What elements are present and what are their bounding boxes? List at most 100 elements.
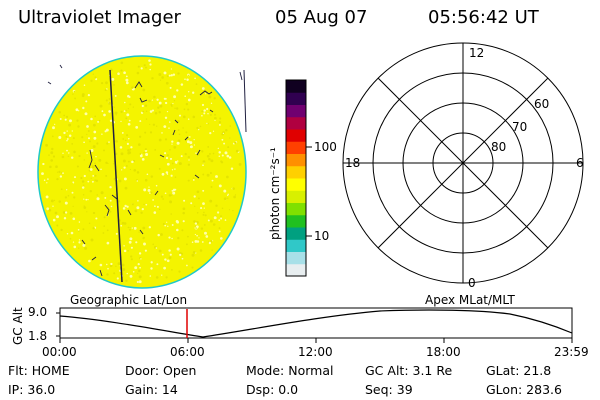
speckle-dot [134, 209, 138, 213]
speckle-dot [156, 125, 158, 127]
speckle-dot [168, 256, 172, 260]
coastline-segment [134, 81, 143, 89]
speckle-dot [198, 237, 200, 239]
speckle-dot [158, 101, 162, 105]
speckle-dot [149, 131, 153, 134]
speckle-dot [178, 133, 181, 136]
speckle-dot [238, 162, 242, 166]
coastline-segment [91, 256, 97, 261]
speckle-dot [195, 83, 198, 86]
speckle-dot [132, 270, 135, 273]
coastline-segment [139, 229, 144, 235]
speckle-dot [158, 249, 162, 253]
speckle-dot [202, 160, 206, 163]
speckle-dot [100, 168, 102, 171]
speckle-dot [123, 177, 127, 181]
speckle-dot [185, 102, 189, 106]
speckle-dot [41, 172, 44, 176]
speckle-dot [69, 212, 73, 215]
speckle-dot [108, 141, 110, 143]
colorbar-segment [286, 80, 306, 93]
speckle-dot [72, 181, 74, 183]
speckle-dot [127, 151, 130, 155]
speckle-dot [127, 226, 130, 229]
speckle-dot [161, 172, 165, 176]
colorbar-segment [286, 178, 306, 191]
speckle-dot [47, 178, 49, 180]
speckle-dot [69, 237, 72, 240]
speckle-dot [220, 160, 223, 163]
time-label-1200: 12:00 [298, 345, 333, 359]
speckle-dot [120, 152, 124, 156]
speckle-dot [208, 241, 212, 245]
speckle-dot [62, 172, 64, 174]
colorbar-segment [286, 227, 306, 240]
speckle-dot [218, 230, 221, 233]
speckle-dot [176, 228, 179, 232]
time-label-0600: 06:00 [170, 345, 205, 359]
speckle-dot [56, 171, 59, 173]
speckle-dot [205, 235, 209, 238]
speckle-dot [148, 186, 150, 188]
speckle-dot [224, 219, 227, 221]
speckle-dot [64, 201, 68, 205]
speckle-dot [72, 217, 76, 221]
speckle-dot [138, 252, 142, 255]
speckle-dot [66, 149, 68, 152]
speckle-dot [113, 272, 116, 275]
colorbar-segment [286, 165, 306, 179]
speckle-dot [187, 163, 191, 166]
speckle-dot [95, 179, 99, 183]
speckle-dot [106, 142, 109, 145]
speckle-dot [165, 276, 168, 279]
speckle-dot [202, 164, 204, 167]
speckle-dot [94, 76, 97, 79]
speckle-dot [64, 211, 68, 214]
coastline-segment [239, 71, 243, 81]
speckle-dot [205, 93, 207, 95]
speckle-dot [143, 64, 146, 67]
colorbar-segment [286, 116, 306, 130]
speckle-dot [123, 71, 126, 75]
speckle-dot [182, 207, 186, 211]
speckle-dot [186, 78, 189, 81]
speckle-dot [78, 221, 81, 223]
speckle-dot [168, 74, 171, 77]
speckle-dot [160, 233, 163, 236]
alt-label-1-8: 1.8 [28, 329, 48, 343]
speckle-dot [127, 149, 130, 152]
speckle-dot [140, 67, 143, 70]
speckle-dot [168, 236, 171, 239]
speckle-dot [210, 239, 213, 243]
speckle-dot [152, 199, 154, 201]
speckle-dot [164, 224, 167, 227]
speckle-dot [200, 207, 203, 210]
speckle-dot [63, 216, 67, 220]
speckle-dot [178, 162, 182, 166]
speckle-dot [176, 247, 180, 251]
coastline-segment [127, 209, 132, 216]
speckle-dot [101, 133, 103, 135]
speckle-dot [176, 160, 179, 162]
speckle-dot [174, 160, 178, 164]
speckle-dot [122, 207, 126, 210]
coastline-segment [154, 190, 159, 196]
speckle-dot [118, 179, 122, 183]
speckle-dot [125, 81, 129, 85]
speckle-dot [84, 112, 88, 116]
image-edge-mark [243, 69, 247, 133]
mlt-label-0: 0 [468, 276, 476, 290]
speckle-dot [169, 149, 171, 151]
speckle-dot [164, 258, 167, 261]
speckle-dot [187, 155, 190, 159]
speckle-dot [218, 219, 221, 222]
status-sequence: Seq: 39 [365, 382, 413, 397]
speckle-dot [95, 78, 98, 80]
speckle-dot [165, 171, 169, 174]
altitude-panel: GC Alt [11, 307, 573, 345]
speckle-dot [209, 113, 212, 116]
speckle-dot [150, 191, 153, 194]
speckle-dot [203, 109, 206, 112]
speckle-dot [142, 88, 146, 92]
